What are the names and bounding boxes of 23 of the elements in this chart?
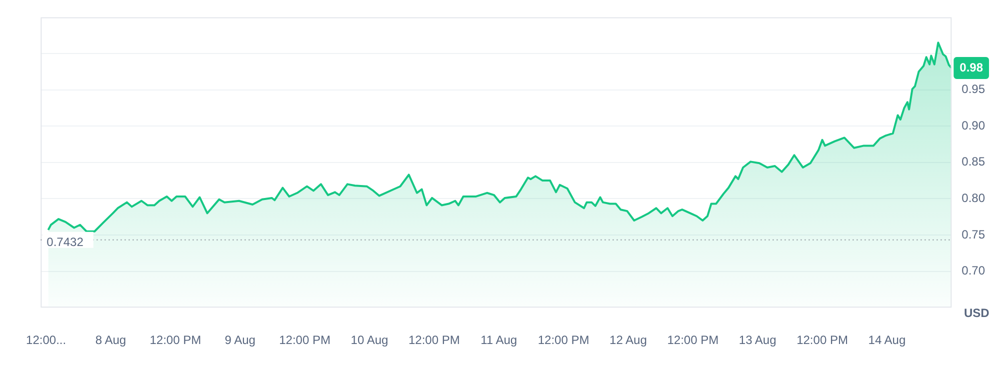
y-tick-label: 0.80 — [962, 191, 986, 206]
x-tick-label: 10 Aug — [350, 333, 388, 348]
x-tick-label: 12:00 PM — [667, 333, 719, 348]
x-tick-label: 14 Aug — [868, 333, 906, 348]
x-tick-label: 11 Aug — [480, 333, 518, 348]
ref-line-label: 0.7432 — [46, 235, 84, 250]
x-tick-label: 12:00 PM — [538, 333, 590, 348]
x-tick-label: 8 Aug — [95, 333, 126, 348]
y-tick-label: 0.75 — [962, 227, 986, 242]
x-tick-label: 12:00... — [26, 333, 66, 348]
y-tick-label: 0.85 — [962, 154, 986, 169]
y-tick-label: 0.90 — [962, 118, 986, 132]
x-tick-label: 12:00 PM — [408, 333, 460, 348]
x-tick-label: 12:00 PM — [150, 333, 202, 348]
x-tick-label: 13 Aug — [738, 333, 776, 348]
y-tick-label: 0.70 — [962, 264, 986, 278]
x-tick-label: 12 Aug — [610, 333, 647, 348]
x-tick-label: 12:00 PM — [796, 333, 848, 348]
annotation: 0.98 — [960, 60, 984, 74]
x-tick-label: 12:00 PM — [279, 333, 330, 348]
y-tick-label: 0.95 — [962, 82, 986, 96]
x-tick-label: 9 Aug — [224, 333, 256, 348]
y-axis-title: USD — [964, 306, 990, 320]
